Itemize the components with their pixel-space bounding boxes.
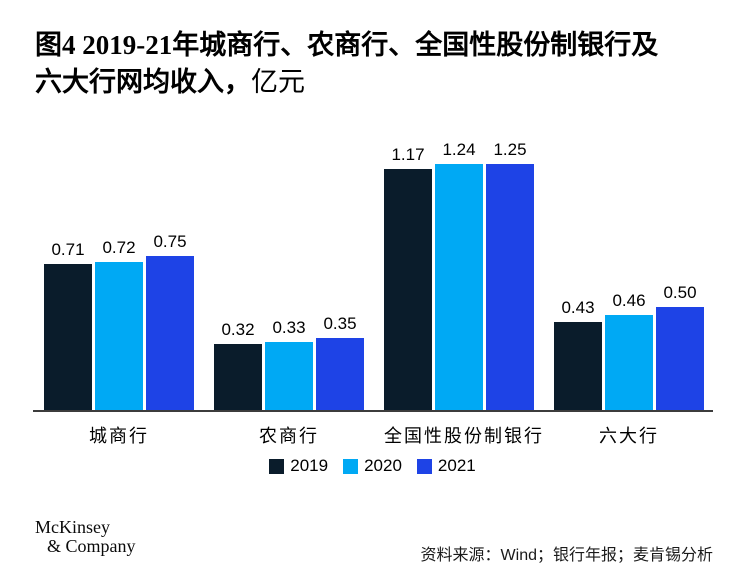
bar-cell: 1.24 — [435, 140, 483, 410]
legend-label-2020: 2020 — [364, 456, 402, 475]
x-axis-label: 城商行 — [89, 426, 149, 446]
bar-2020 — [435, 164, 483, 410]
bar-2020 — [265, 342, 313, 410]
chart-title-unit: 亿元 — [251, 67, 305, 97]
legend-item-2019: 2019 — [269, 456, 328, 476]
bar-cell: 1.25 — [486, 140, 534, 410]
bar-2021 — [316, 338, 364, 410]
value-label: 0.72 — [102, 238, 136, 257]
bar-group: 0.43 0.46 0.50 — [554, 140, 704, 410]
chart-title: 图4 2019-21年城商行、农商行、全国性股份制银行及 六大行网均收入，亿元 — [35, 27, 727, 101]
bar-2019 — [384, 169, 432, 410]
bar-2020 — [605, 315, 653, 410]
source-note: 资料来源：Wind；银行年报；麦肯锡分析 — [420, 547, 713, 564]
x-axis-label: 六大行 — [599, 426, 659, 446]
value-label: 0.35 — [323, 314, 357, 333]
bar-2021 — [486, 164, 534, 410]
value-label: 0.32 — [221, 320, 255, 339]
bar-cell: 0.50 — [656, 140, 704, 410]
value-label: 0.33 — [272, 318, 306, 337]
value-label: 0.46 — [612, 291, 646, 310]
bar-2019 — [214, 344, 262, 410]
bar-group: 0.71 0.72 0.75 — [44, 140, 194, 410]
legend-label-2021: 2021 — [437, 456, 476, 475]
x-axis: 城商行 农商行 全国性股份制银行 六大行 — [33, 414, 713, 448]
bar-cell: 0.46 — [605, 140, 653, 410]
logo-line2: & Company — [47, 536, 136, 556]
bar-2019 — [44, 264, 92, 410]
bar-cell: 0.43 — [554, 140, 602, 410]
mckinsey-logo: McKinsey & Company — [35, 518, 136, 556]
value-label: 1.25 — [493, 140, 527, 159]
bar-2021 — [146, 256, 194, 410]
legend: 2019 2020 2021 — [0, 456, 745, 476]
bar-cell: 0.72 — [95, 140, 143, 410]
plot-area: 0.71 0.72 0.75 0.32 0.33 0.35 1.17 1.24 1.25 0.43… — [33, 140, 713, 412]
bar-cell: 0.35 — [316, 140, 364, 410]
bar-cell: 0.71 — [44, 140, 92, 410]
chart-title-line1: 图4 2019-21年城商行、农商行、全国性股份制银行及 — [35, 30, 659, 60]
bar-group: 1.17 1.24 1.25 — [384, 140, 534, 410]
legend-swatch-2021 — [416, 458, 432, 474]
bar-cell: 1.17 — [384, 140, 432, 410]
bar-2019 — [554, 322, 602, 410]
value-label: 1.17 — [391, 145, 425, 164]
bar-cell: 0.33 — [265, 140, 313, 410]
bar-cell: 0.32 — [214, 140, 262, 410]
bar-2021 — [656, 307, 704, 410]
value-label: 0.75 — [153, 232, 187, 251]
legend-label-2019: 2019 — [290, 456, 329, 475]
x-axis-label: 全国性股份制银行 — [384, 426, 544, 446]
bar-cell: 0.75 — [146, 140, 194, 410]
value-label: 0.71 — [51, 240, 85, 259]
legend-item-2021: 2021 — [416, 456, 476, 476]
x-axis-label: 农商行 — [259, 426, 319, 446]
legend-item-2020: 2020 — [343, 456, 402, 476]
bar-2020 — [95, 262, 143, 410]
chart-title-line2: 六大行网均收入， — [35, 67, 251, 97]
bar-group: 0.32 0.33 0.35 — [214, 140, 364, 410]
legend-swatch-2020 — [343, 458, 359, 474]
value-label: 0.50 — [663, 283, 697, 302]
legend-swatch-2019 — [269, 458, 285, 474]
value-label: 1.24 — [442, 140, 476, 159]
value-label: 0.43 — [561, 298, 595, 317]
logo-line1: McKinsey — [35, 517, 110, 537]
